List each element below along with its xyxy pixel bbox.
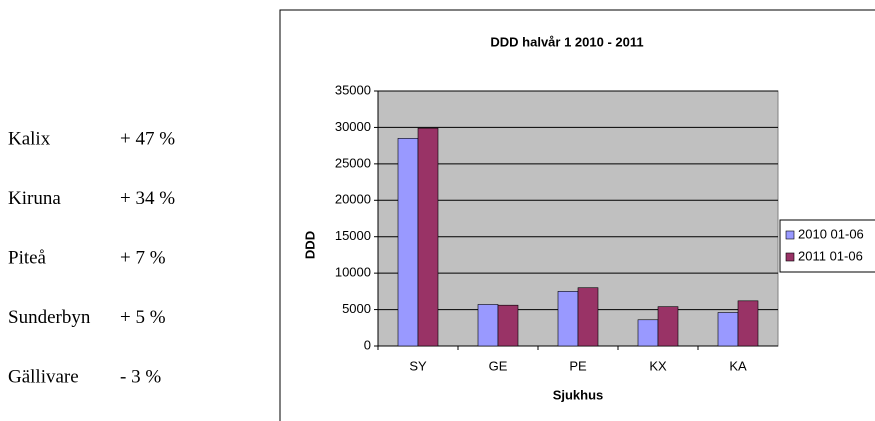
legend-swatch <box>785 252 795 262</box>
bar <box>417 127 439 347</box>
y-tick-label: 20000 <box>335 192 371 207</box>
x-tick-label: PE <box>569 358 587 373</box>
x-tick-label: KX <box>649 358 667 373</box>
bar <box>477 304 499 347</box>
site-name: Piteå <box>8 247 47 268</box>
chart-title: DDD halvår 1 2010 - 2011 <box>490 34 643 49</box>
bar <box>737 300 759 347</box>
site-change: + 47 % <box>120 128 175 149</box>
bar <box>657 306 679 347</box>
y-tick-label: 10000 <box>335 265 371 280</box>
legend-swatch <box>785 230 795 240</box>
site-name: Gällivare <box>8 366 79 387</box>
y-tick-label: 5000 <box>342 301 371 316</box>
bar <box>717 312 739 347</box>
y-tick-label: 35000 <box>335 82 371 97</box>
y-tick-label: 0 <box>364 337 371 352</box>
site-name: Kiruna <box>8 188 61 209</box>
x-tick-label: GE <box>489 358 508 373</box>
legend-box <box>779 219 875 273</box>
legend-label: 2011 01-06 <box>798 248 863 263</box>
site-name: Kalix <box>8 128 51 149</box>
y-tick-label: 15000 <box>335 228 371 243</box>
bar <box>637 319 659 347</box>
site-change: + 5 % <box>120 307 166 328</box>
site-name: Sunderbyn <box>8 307 91 328</box>
x-tick-label: KA <box>729 358 747 373</box>
site-change: + 34 % <box>120 188 175 209</box>
bar <box>397 138 419 347</box>
bar <box>557 291 579 347</box>
x-axis-label: Sjukhus <box>553 387 604 402</box>
bar <box>497 304 519 347</box>
site-change: + 7 % <box>120 247 166 268</box>
legend-label: 2010 01-06 <box>798 226 864 241</box>
x-tick-label: SY <box>409 358 427 373</box>
y-tick-label: 25000 <box>335 155 371 170</box>
site-change: - 3 % <box>120 366 161 387</box>
y-tick-label: 30000 <box>335 119 371 134</box>
y-axis-label: DDD <box>302 231 317 259</box>
bar <box>577 287 599 347</box>
